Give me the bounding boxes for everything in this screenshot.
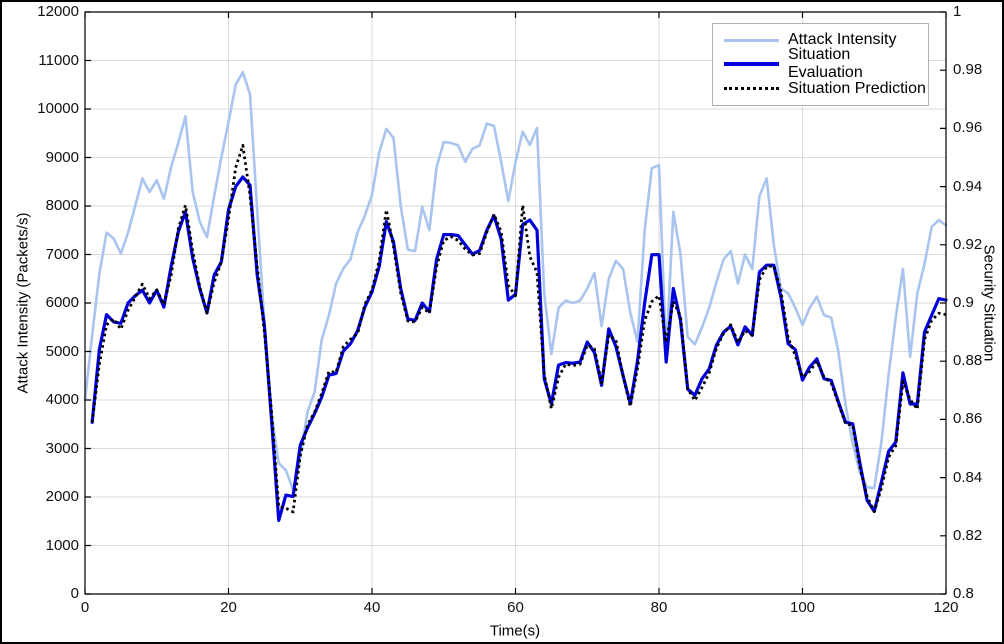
right-axis-tick-label: 0.96 (953, 119, 983, 137)
x-axis-tick-label: 40 (363, 599, 381, 616)
right-axis-tick-label: 0.88 (953, 352, 983, 370)
legend: Attack Intensity Situation Evaluation Si… (712, 23, 929, 106)
right-axis-tick-label: 0.8 (953, 585, 974, 602)
right-axis-tick-label: 0.82 (953, 526, 983, 544)
left-axis-tick-label: 7000 (45, 245, 79, 263)
left-axis-tick-label: 12000 (37, 3, 79, 20)
right-axis-tick-label: 0.92 (953, 235, 983, 253)
legend-item-situation-prediction: Situation Prediction (713, 77, 928, 101)
x-axis-title: Time(s) (489, 622, 541, 640)
right-axis-tick-label: 0.84 (953, 468, 983, 486)
situation-evaluation-line-sample (724, 62, 779, 67)
right-axis-title: Security Situation (980, 244, 998, 362)
situation-prediction-line-sample (724, 87, 779, 91)
left-axis-tick-label: 0 (70, 585, 79, 602)
legend-label: Situation Prediction (788, 79, 926, 97)
right-axis-tick-label: 0.86 (953, 410, 983, 428)
left-axis-title: Attack Intensity (Packets/s) (14, 212, 32, 394)
right-axis-tick-label: 0.9 (953, 294, 974, 311)
left-axis-tick-label: 1000 (45, 536, 79, 554)
x-axis-tick-label: 80 (650, 599, 668, 616)
left-axis-tick-label: 2000 (45, 488, 79, 505)
left-axis-tick-label: 3000 (45, 439, 79, 457)
left-axis-tick-label: 10000 (37, 100, 79, 117)
left-axis-tick-label: 6000 (45, 294, 79, 311)
x-axis-tick-label: 100 (789, 599, 816, 616)
right-axis-tick-label: 0.94 (953, 177, 983, 195)
left-axis-tick-label: 8000 (45, 197, 79, 214)
legend-item-situation-evaluation: Situation Evaluation (713, 46, 928, 81)
left-axis-tick-label: 4000 (45, 391, 79, 408)
left-axis-tick-label: 11000 (38, 51, 79, 69)
x-axis-tick-label: 120 (933, 599, 959, 616)
legend-label: Attack Intensity (788, 31, 897, 49)
x-axis-tick-label: 60 (507, 599, 524, 616)
legend-label: Situation Evaluation (788, 46, 863, 82)
legend-item-attack-intensity: Attack Intensity (713, 28, 928, 52)
left-axis-tick-label: 9000 (45, 148, 79, 166)
left-axis-tick-label: 5000 (45, 342, 79, 360)
right-axis-tick-label: 0.98 (953, 61, 983, 79)
right-axis-tick-label: 1 (953, 3, 962, 20)
x-axis-tick-label: 20 (220, 599, 237, 616)
attack-intensity-line-sample (724, 38, 779, 42)
x-axis-tick-label: 0 (80, 599, 90, 616)
